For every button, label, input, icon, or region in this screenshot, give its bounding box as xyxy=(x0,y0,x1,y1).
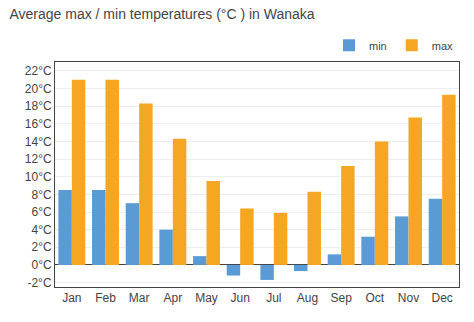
svg-text:0°C: 0°C xyxy=(31,258,51,272)
svg-text:Mar: Mar xyxy=(129,291,150,305)
svg-text:Dec: Dec xyxy=(431,291,452,305)
svg-text:8°C: 8°C xyxy=(31,188,51,202)
svg-text:6°C: 6°C xyxy=(31,205,51,219)
svg-text:20°C: 20°C xyxy=(25,82,52,96)
svg-text:Jul: Jul xyxy=(266,291,281,305)
svg-text:18°C: 18°C xyxy=(25,99,52,113)
svg-text:May: May xyxy=(195,291,218,305)
svg-text:-2°C: -2°C xyxy=(27,276,51,290)
svg-text:Feb: Feb xyxy=(95,291,116,305)
svg-text:2°C: 2°C xyxy=(31,240,51,254)
svg-text:Jan: Jan xyxy=(62,291,81,305)
svg-text:14°C: 14°C xyxy=(25,135,52,149)
svg-text:max: max xyxy=(432,40,453,52)
svg-text:Average max / min temperatures: Average max / min temperatures (°C ) in … xyxy=(9,6,314,22)
svg-text:Oct: Oct xyxy=(365,291,384,305)
svg-text:22°C: 22°C xyxy=(25,64,52,78)
svg-text:Apr: Apr xyxy=(163,291,182,305)
svg-text:Aug: Aug xyxy=(297,291,318,305)
svg-text:4°C: 4°C xyxy=(31,223,51,237)
svg-text:min: min xyxy=(369,40,387,52)
svg-text:10°C: 10°C xyxy=(25,170,52,184)
svg-text:Sep: Sep xyxy=(330,291,352,305)
svg-text:12°C: 12°C xyxy=(25,152,52,166)
svg-text:16°C: 16°C xyxy=(25,117,52,131)
svg-text:Jun: Jun xyxy=(230,291,249,305)
svg-text:Nov: Nov xyxy=(398,291,419,305)
